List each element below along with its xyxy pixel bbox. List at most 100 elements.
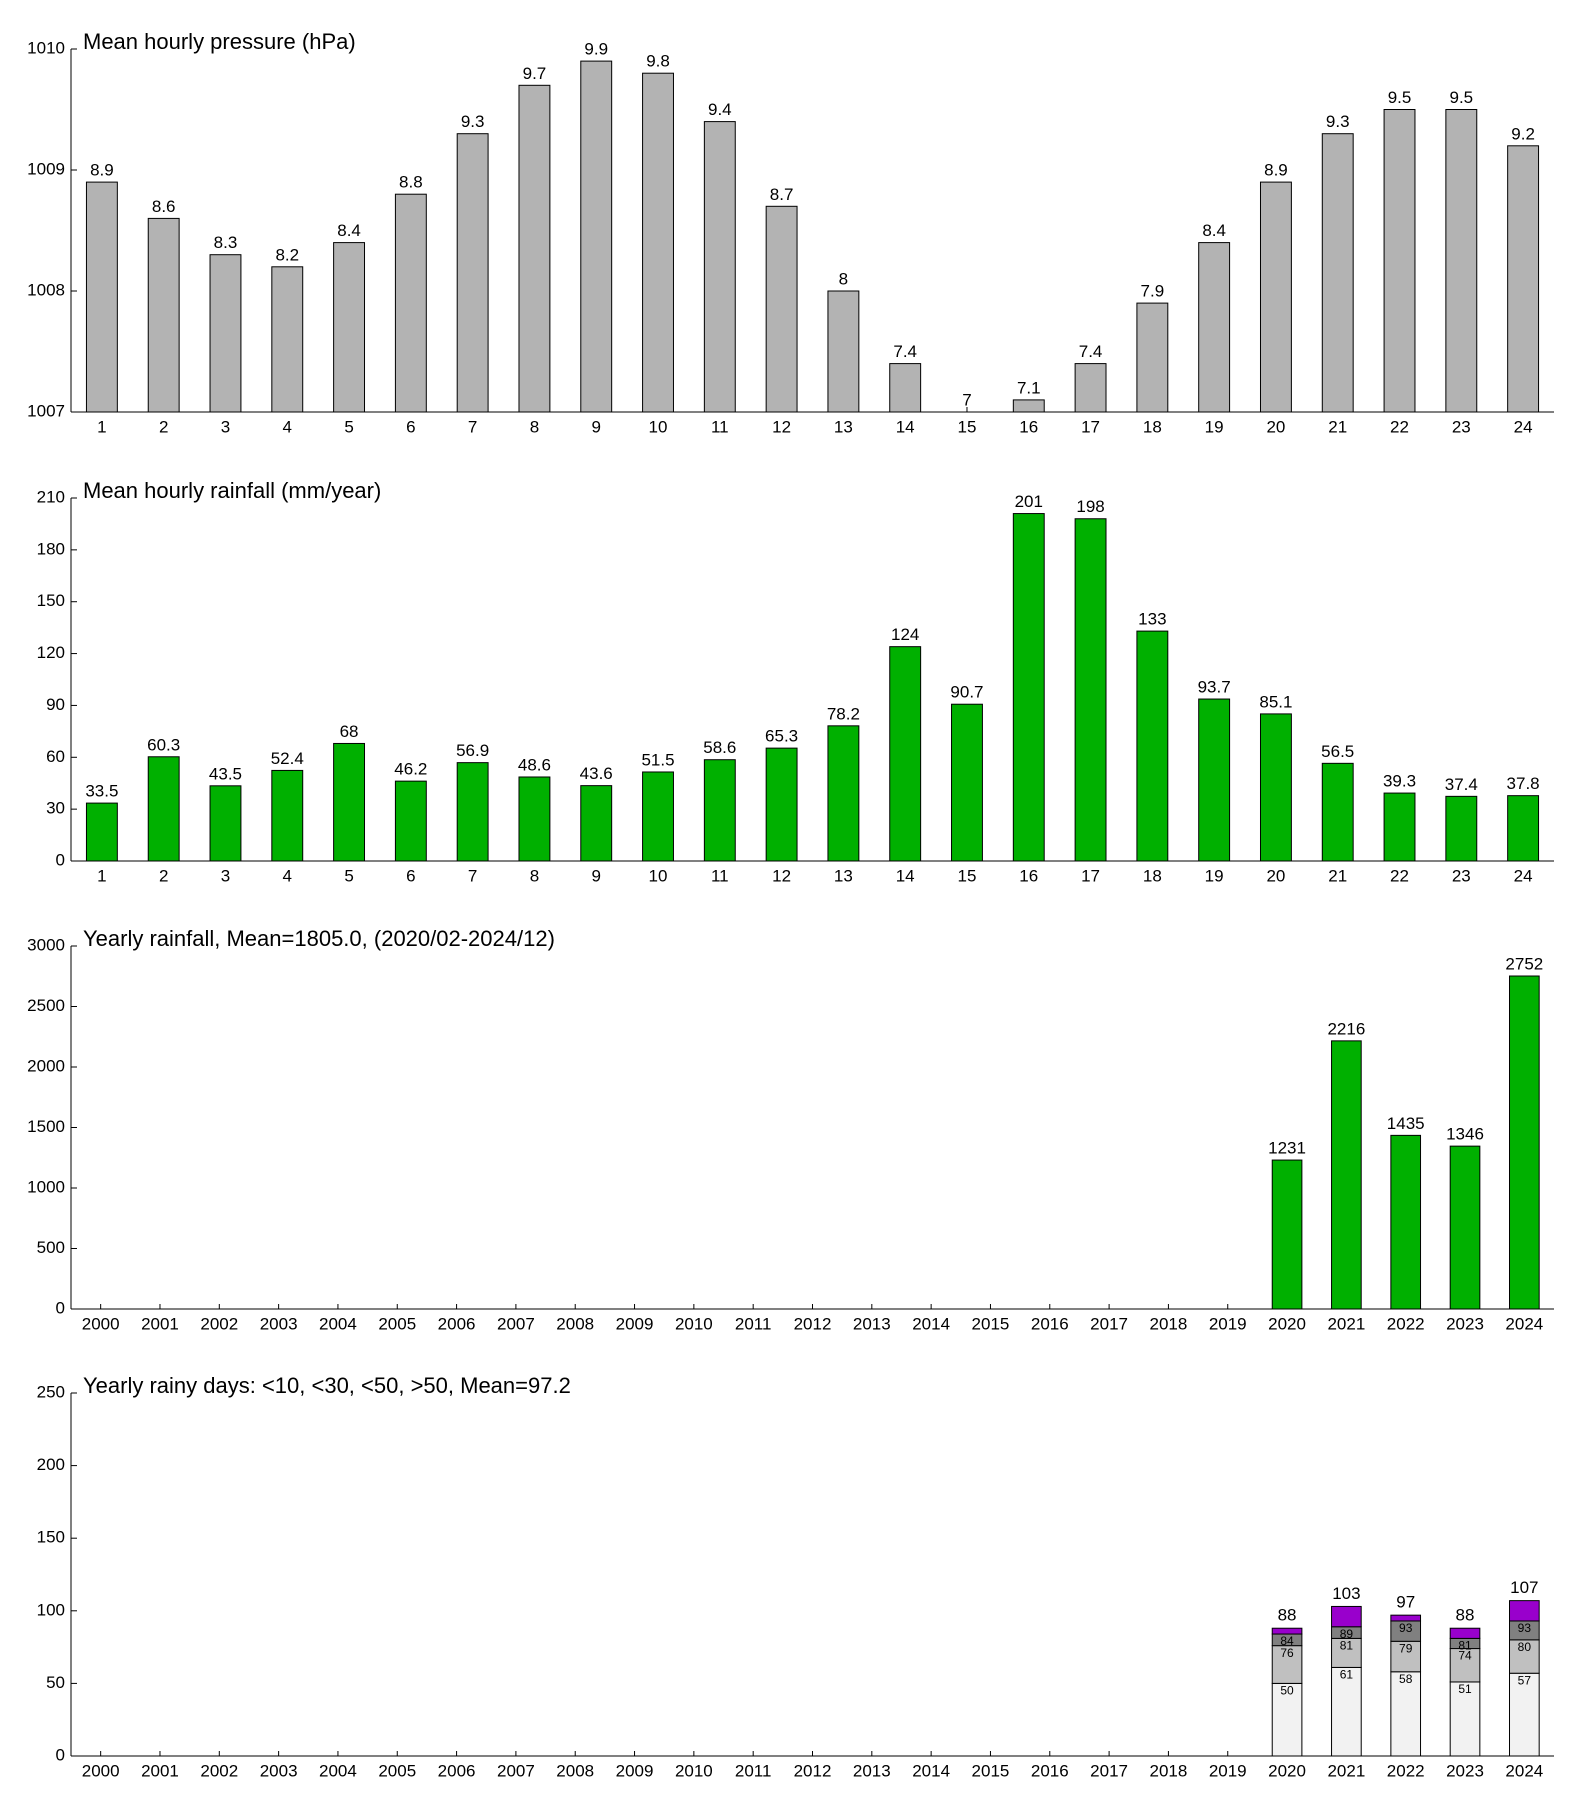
y-tick-label: 150: [37, 591, 65, 610]
bar: [456, 762, 489, 862]
value-label: 8.4: [337, 221, 361, 240]
x-tick-label: 2007: [497, 1761, 535, 1780]
bar: [1507, 145, 1540, 413]
segment-label: 84: [1280, 1634, 1294, 1648]
x-tick-label: 23: [1452, 866, 1471, 885]
bar: [827, 290, 860, 413]
value-label: 8.3: [214, 233, 238, 252]
bar: [1445, 109, 1478, 413]
x-tick-label: 2001: [141, 1314, 179, 1333]
x-tick-label: 2018: [1150, 1314, 1188, 1333]
x-tick-label: 14: [896, 417, 915, 436]
value-label: 1231: [1268, 1139, 1306, 1158]
x-tick-label: 1: [97, 866, 106, 885]
bar: [765, 205, 798, 413]
value-label: 90.7: [950, 683, 983, 702]
bar: [1012, 513, 1045, 862]
x-tick-label: 5: [344, 866, 353, 885]
x-tick-label: 2017: [1090, 1761, 1128, 1780]
bar: [394, 193, 427, 413]
x-tick-label: 2000: [82, 1761, 120, 1780]
x-tick-label: 11: [711, 866, 729, 885]
value-label: 7.1: [1017, 378, 1041, 397]
bar-segment: [1390, 1671, 1422, 1757]
x-tick-label: 16: [1019, 866, 1038, 885]
x-tick-label: 2009: [616, 1314, 654, 1333]
bar-segment: [1509, 1600, 1540, 1622]
chart-title: Yearly rainfall, Mean=1805.0, (2020/02-2…: [83, 926, 555, 951]
x-tick-label: 20: [1266, 417, 1285, 436]
value-label: 7.4: [1079, 342, 1103, 361]
x-tick-label: 2012: [794, 1761, 832, 1780]
x-tick-label: 2000: [82, 1314, 120, 1333]
value-label: 51.5: [641, 750, 674, 769]
value-label: 37.4: [1445, 775, 1478, 794]
bar: [1136, 630, 1169, 862]
x-tick-label: 19: [1205, 417, 1224, 436]
x-tick-label: 2019: [1209, 1761, 1247, 1780]
total-label: 107: [1510, 1578, 1538, 1597]
y-tick-label: 1000: [27, 1177, 65, 1196]
x-tick-label: 2020: [1268, 1761, 1306, 1780]
x-tick-label: 18: [1143, 866, 1162, 885]
x-tick-label: 2: [159, 417, 168, 436]
value-label: 8.9: [1264, 161, 1288, 180]
value-label: 2752: [1505, 954, 1543, 973]
value-label: 8.7: [770, 185, 794, 204]
x-tick-label: 2006: [438, 1761, 476, 1780]
value-label: 52.4: [271, 749, 304, 768]
chart-title: Yearly rainy days: <10, <30, <50, >50, M…: [83, 1373, 571, 1398]
y-tick-label: 3000: [27, 935, 65, 954]
x-tick-label: 2022: [1387, 1314, 1425, 1333]
bar: [951, 703, 983, 862]
bar: [1383, 109, 1416, 413]
bar: [518, 84, 551, 413]
bar: [580, 60, 613, 413]
segment-label: 74: [1458, 1649, 1472, 1663]
y-tick-label: 1500: [27, 1117, 65, 1136]
x-tick-label: 2017: [1090, 1314, 1128, 1333]
x-tick-label: 2021: [1327, 1761, 1365, 1780]
x-tick-label: 4: [283, 866, 292, 885]
x-tick-label: 16: [1019, 417, 1038, 436]
value-label: 201: [1015, 492, 1043, 511]
value-label: 124: [891, 625, 919, 644]
bar: [518, 776, 551, 862]
x-tick-label: 2010: [675, 1314, 713, 1333]
x-tick-label: 10: [649, 866, 668, 885]
value-label: 78.2: [827, 704, 860, 723]
x-tick-label: 2021: [1327, 1314, 1365, 1333]
value-label: 9.8: [646, 52, 670, 71]
segment-label: 76: [1280, 1646, 1294, 1660]
segment-label: 57: [1518, 1673, 1532, 1687]
bar-segment: [1509, 1672, 1540, 1757]
x-tick-label: 2009: [616, 1761, 654, 1780]
y-tick-label: 200: [37, 1455, 65, 1474]
value-label: 8.8: [399, 173, 423, 192]
segment-label: 89: [1340, 1627, 1354, 1641]
y-tick-label: 90: [46, 695, 65, 714]
x-tick-label: 2020: [1268, 1314, 1306, 1333]
y-tick-label: 1007: [27, 401, 65, 420]
bar-segment: [1331, 1637, 1362, 1668]
bar: [1331, 1040, 1362, 1310]
value-label: 85.1: [1259, 692, 1292, 711]
x-tick-label: 10: [649, 417, 668, 436]
x-tick-label: 2005: [378, 1761, 416, 1780]
x-tick-label: 9: [591, 866, 600, 885]
y-tick-label: 1009: [27, 159, 65, 178]
chart-title: Mean hourly pressure (hPa): [83, 29, 356, 54]
value-label: 8.6: [152, 197, 176, 216]
x-tick-label: 2003: [260, 1314, 298, 1333]
x-tick-label: 12: [772, 417, 791, 436]
bar-segment: [1331, 1605, 1362, 1628]
segment-label: 51: [1458, 1682, 1472, 1696]
y-tick-label: 500: [37, 1238, 65, 1257]
value-label: 43.6: [580, 764, 613, 783]
value-label: 56.5: [1321, 742, 1354, 761]
x-tick-label: 2019: [1209, 1314, 1247, 1333]
bar: [765, 747, 798, 862]
value-label: 37.8: [1507, 774, 1540, 793]
x-tick-label: 2014: [912, 1314, 950, 1333]
